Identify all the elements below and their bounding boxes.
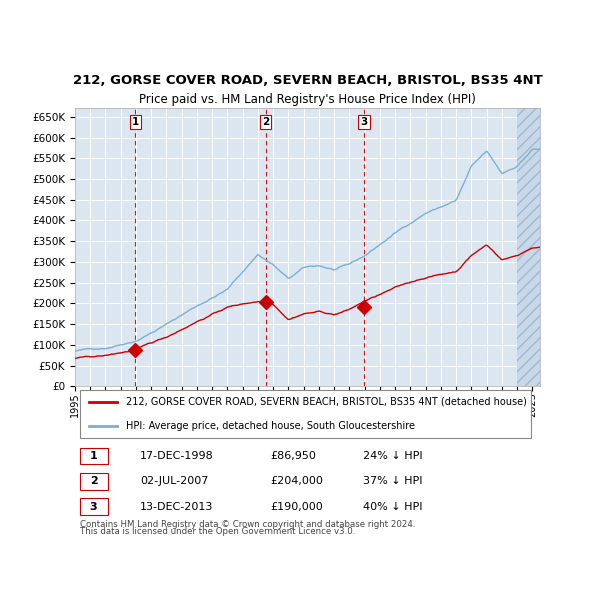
- FancyBboxPatch shape: [80, 498, 107, 515]
- Text: HPI: Average price, detached house, South Gloucestershire: HPI: Average price, detached house, Sout…: [126, 421, 415, 431]
- Text: 1: 1: [90, 451, 97, 461]
- Text: 212, GORSE COVER ROAD, SEVERN BEACH, BRISTOL, BS35 4NT: 212, GORSE COVER ROAD, SEVERN BEACH, BRI…: [73, 74, 542, 87]
- Text: £204,000: £204,000: [270, 476, 323, 486]
- Text: Price paid vs. HM Land Registry's House Price Index (HPI): Price paid vs. HM Land Registry's House …: [139, 93, 476, 106]
- Text: 37% ↓ HPI: 37% ↓ HPI: [364, 476, 423, 486]
- Text: 17-DEC-1998: 17-DEC-1998: [140, 451, 214, 461]
- Text: 2: 2: [90, 476, 97, 486]
- FancyBboxPatch shape: [80, 390, 531, 438]
- Text: 3: 3: [360, 117, 368, 127]
- Text: 40% ↓ HPI: 40% ↓ HPI: [364, 502, 423, 512]
- Text: 24% ↓ HPI: 24% ↓ HPI: [364, 451, 423, 461]
- Text: 3: 3: [90, 502, 97, 512]
- Text: 212, GORSE COVER ROAD, SEVERN BEACH, BRISTOL, BS35 4NT (detached house): 212, GORSE COVER ROAD, SEVERN BEACH, BRI…: [126, 396, 527, 407]
- Text: Contains HM Land Registry data © Crown copyright and database right 2024.: Contains HM Land Registry data © Crown c…: [80, 520, 415, 529]
- Text: 02-JUL-2007: 02-JUL-2007: [140, 476, 208, 486]
- Text: This data is licensed under the Open Government Licence v3.0.: This data is licensed under the Open Gov…: [80, 527, 355, 536]
- FancyBboxPatch shape: [80, 473, 107, 490]
- Text: £190,000: £190,000: [270, 502, 323, 512]
- Text: 1: 1: [132, 117, 139, 127]
- Polygon shape: [517, 109, 540, 386]
- Text: £86,950: £86,950: [270, 451, 316, 461]
- FancyBboxPatch shape: [80, 448, 107, 464]
- Text: 13-DEC-2013: 13-DEC-2013: [140, 502, 214, 512]
- Text: 2: 2: [262, 117, 269, 127]
